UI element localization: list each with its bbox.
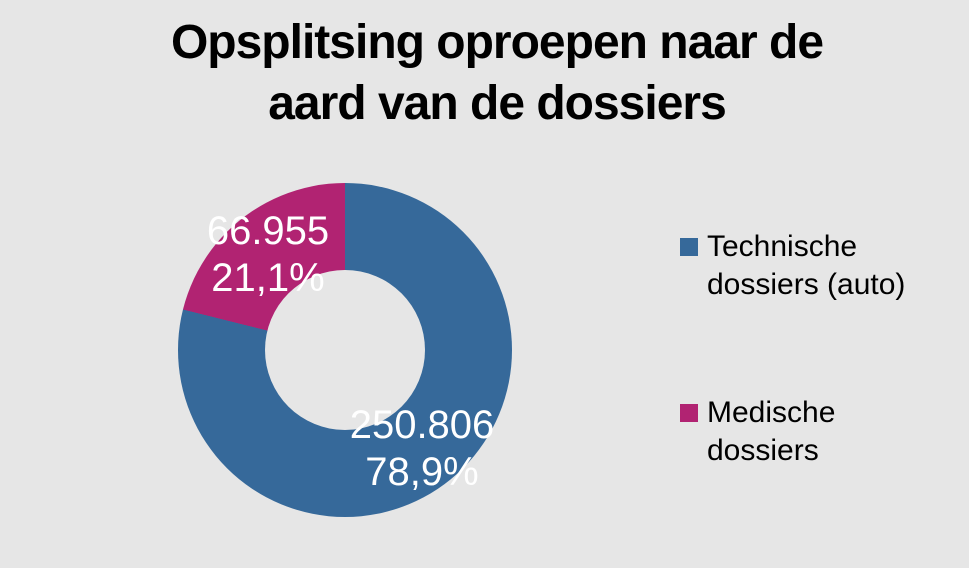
legend-item-medische-dossiers[interactable]: Medische dossiers [680, 394, 937, 470]
legend-label-medische: Medische dossiers [707, 396, 836, 467]
legend-item-technische-dossiers[interactable]: Technische dossiers (auto) [680, 228, 937, 304]
chart-title-line1: Opsplitsing oproepen naar de [170, 16, 824, 69]
donut-chart[interactable] [178, 183, 512, 517]
chart-title-line2: aard van de dossiers [268, 77, 727, 130]
legend-label-technische: Technische dossiers (auto) [707, 230, 906, 301]
legend-swatch-technische-icon [680, 238, 698, 256]
chart-title: Opsplitsing oproepen naar de aard van de… [25, 12, 969, 134]
legend-swatch-medische-icon [680, 404, 698, 422]
donut-hole [265, 270, 425, 430]
